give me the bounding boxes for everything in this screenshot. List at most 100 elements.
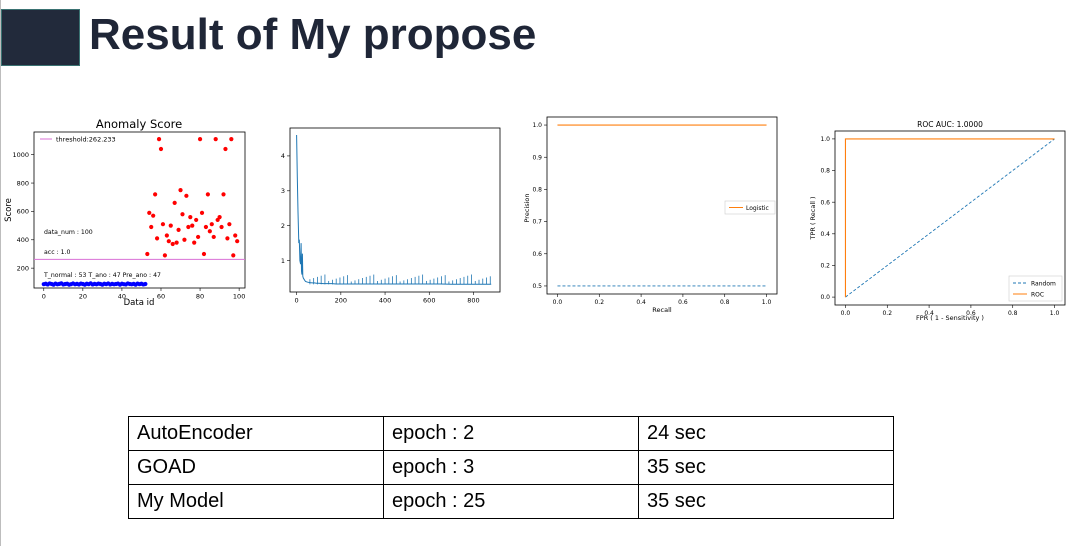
anomaly-point <box>170 241 175 247</box>
anomaly-point <box>168 223 173 228</box>
anomaly-point <box>199 210 205 215</box>
anomaly-point <box>176 227 181 232</box>
x-tick-label: 0.6 <box>678 299 688 306</box>
anomaly-point <box>203 224 209 230</box>
x-axis-label: Recall <box>652 306 672 314</box>
annotation: data_num : 100 <box>44 229 93 236</box>
x-tick-label: 60 <box>157 293 165 301</box>
x-tick-label: 20 <box>79 293 87 301</box>
chart-title: ROC AUC: 1.0000 <box>917 120 983 129</box>
anomaly-point <box>160 222 166 227</box>
legend: Random ROC <box>1008 275 1063 302</box>
anomaly-point <box>219 224 224 230</box>
x-tick-label: 800 <box>467 297 479 305</box>
epoch-cell: epoch : 3 <box>383 450 639 485</box>
y-tick-label: 4 <box>281 152 285 160</box>
y-tick-label: 1 <box>281 257 285 265</box>
x-tick-label: 200 <box>335 297 347 305</box>
anomaly-point <box>151 213 156 218</box>
anomaly-point <box>229 136 234 142</box>
x-tick-label: 1.0 <box>762 299 772 306</box>
x-axis-label: Data id <box>124 298 155 308</box>
legend-entry: Logistic <box>746 205 769 212</box>
x-tick-label: 0.4 <box>636 299 646 306</box>
plot-frame <box>834 130 1066 306</box>
x-tick-label: 600 <box>423 297 435 305</box>
x-tick-label: 0.2 <box>594 299 604 306</box>
table-row: My Model epoch : 25 35 sec <box>128 484 894 519</box>
y-axis-label: Precision <box>523 193 531 222</box>
anomaly-point <box>194 217 199 223</box>
loss-curve-chart: 0 200 400 600 800 1 2 3 4 <box>281 127 501 305</box>
anomaly-point <box>190 223 195 228</box>
anomaly-point <box>217 214 222 220</box>
y-tick-label: 2 <box>281 222 285 230</box>
anomaly-point <box>180 212 185 217</box>
results-table: AutoEncoder epoch : 2 24 sec GOAD epoch … <box>128 416 894 519</box>
y-tick-label: 3 <box>281 187 285 195</box>
slide-left-border <box>0 0 1 546</box>
anomaly-point <box>149 224 154 230</box>
y-tick-label: 0.5 <box>532 283 542 290</box>
anomaly-point <box>205 192 210 197</box>
anomaly-point <box>211 234 216 240</box>
anomaly-point <box>221 192 226 197</box>
anomaly-point <box>164 233 169 238</box>
anomaly-point <box>225 236 230 241</box>
y-tick-label: 1.0 <box>820 136 830 143</box>
y-tick-label: 0.2 <box>820 263 830 270</box>
y-tick-label: 400 <box>17 236 29 244</box>
x-tick-label: 0.0 <box>841 310 851 317</box>
legend: Logistic <box>724 200 776 215</box>
y-tick-label: 0.7 <box>532 219 542 226</box>
anomaly-point <box>209 222 214 227</box>
anomaly-point <box>158 146 164 152</box>
model-name-cell: My Model <box>128 484 384 519</box>
anomaly-point <box>213 136 218 142</box>
time-cell: 35 sec <box>638 484 894 519</box>
slide-title: Result of My propose <box>89 10 537 59</box>
anomaly-point <box>156 136 162 142</box>
title-accent-block <box>1 9 80 66</box>
chart-title: Anomaly Score <box>96 117 182 131</box>
anomaly-point <box>186 224 191 230</box>
anomaly-point <box>145 251 150 257</box>
legend: threshold:262.233 <box>40 136 116 144</box>
epoch-cell: epoch : 25 <box>383 484 639 519</box>
x-tick-label: 0.4 <box>924 310 934 317</box>
anomaly-point <box>223 146 228 152</box>
anomaly-point <box>233 233 238 238</box>
anomaly-point <box>227 222 232 227</box>
anomaly-score-chart: Anomaly Score 0 20 40 60 80 100 200 400 600 800 10… <box>4 117 246 308</box>
anomaly-point <box>192 240 197 245</box>
annotation: T_normal : 53 T_ano : 47 Pre_ano : 47 <box>43 272 161 279</box>
y-tick-label: 0.6 <box>820 199 830 206</box>
y-tick-label: 1000 <box>12 151 29 159</box>
anomaly-point <box>188 214 193 220</box>
normal-point <box>143 281 148 287</box>
y-tick-label: 800 <box>17 179 29 187</box>
legend-entry: threshold:262.233 <box>56 136 116 144</box>
plot-frame <box>33 131 246 289</box>
table-row: GOAD epoch : 3 35 sec <box>128 450 894 485</box>
anomaly-point <box>147 210 152 215</box>
x-tick-label: 0.6 <box>966 310 976 317</box>
anomaly-point <box>178 188 183 193</box>
table-row: AutoEncoder epoch : 2 24 sec <box>128 416 894 451</box>
annotation: acc : 1.0 <box>44 249 71 256</box>
y-tick-label: 0.8 <box>820 168 830 175</box>
plot-frame <box>546 116 778 295</box>
roc-chart: ROC AUC: 1.0000 0.0 0.2 0.4 0.6 0.8 1.0 0.0 0.2… <box>809 120 1066 322</box>
anomaly-point <box>162 253 167 258</box>
x-axis-label: FPR ( 1 - Sensitivity ) <box>916 314 984 322</box>
anomaly-point <box>231 253 236 258</box>
anomaly-point <box>154 236 160 241</box>
time-cell: 24 sec <box>638 416 894 451</box>
x-tick-label: 0 <box>295 297 299 305</box>
anomaly-point <box>235 239 240 244</box>
y-tick-label: 200 <box>17 264 29 272</box>
y-tick-label: 0.9 <box>532 154 542 161</box>
anomaly-point <box>201 251 207 257</box>
y-tick-label: 0.4 <box>820 231 830 238</box>
y-axis-label: Score <box>4 198 14 222</box>
